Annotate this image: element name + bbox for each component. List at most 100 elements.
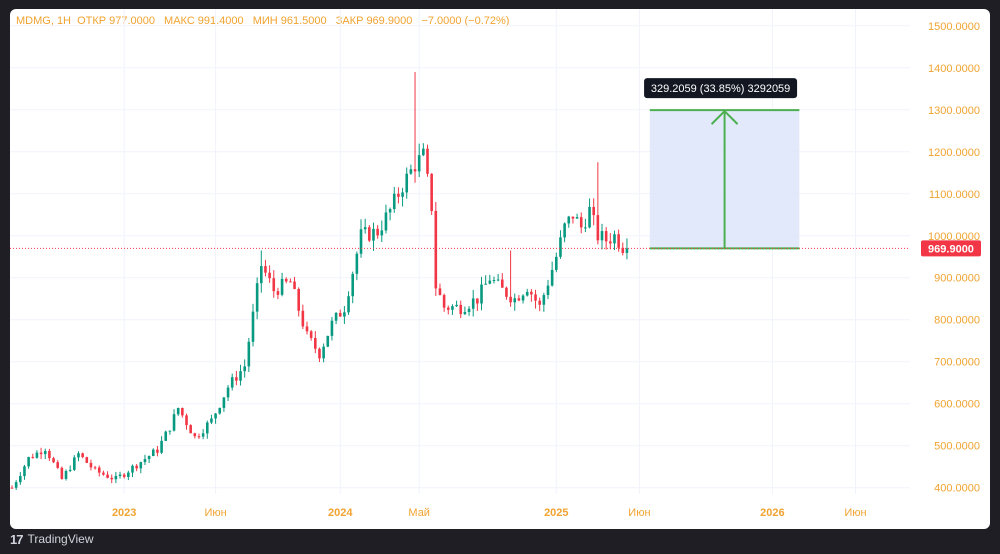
candle <box>417 155 421 172</box>
candle <box>334 312 338 321</box>
candle <box>517 298 521 301</box>
candle <box>392 193 396 210</box>
legend-change: −7.0000 (−0.72%) <box>421 15 510 27</box>
candle <box>471 298 475 309</box>
candle <box>214 413 217 419</box>
candle <box>338 312 342 317</box>
chart-frame: MDMG, 1Н ОТКР 977.0000 МАКС 991.4000 МИН 96… <box>10 9 990 529</box>
candle <box>351 273 355 297</box>
y-tick-label: 1200.0000 <box>928 147 980 159</box>
candle <box>401 192 404 197</box>
candle <box>355 253 359 274</box>
candle <box>73 457 76 470</box>
candle <box>563 223 566 238</box>
candle <box>226 387 230 398</box>
candle <box>205 422 209 434</box>
candle <box>48 450 51 459</box>
candle <box>251 311 255 342</box>
candle <box>139 462 143 469</box>
candle <box>106 474 109 478</box>
candle <box>488 280 492 284</box>
candle <box>243 366 246 372</box>
candle <box>484 283 487 285</box>
candle <box>322 346 325 359</box>
x-tick-label: 2024 <box>328 507 353 519</box>
candle <box>496 279 500 281</box>
candle <box>617 234 620 248</box>
candle <box>160 440 163 453</box>
candle <box>384 212 388 231</box>
candle <box>97 467 101 473</box>
candle <box>613 234 616 244</box>
candle <box>376 228 379 236</box>
x-tick-label: Май <box>408 507 430 519</box>
candle <box>559 237 562 257</box>
price-chart[interactable]: 329.2059 (33.85%) 3292059 1500.0000 1400.0… <box>10 9 990 529</box>
candle <box>10 487 14 489</box>
legend-high-value: 991.4000 <box>197 15 244 27</box>
candle <box>318 348 321 359</box>
candle <box>272 278 276 292</box>
candle <box>621 247 625 253</box>
candle <box>114 475 118 480</box>
candle <box>459 304 463 315</box>
candle <box>422 148 425 156</box>
candle <box>27 457 30 467</box>
y-tick-label: 700.0000 <box>934 357 980 369</box>
tradingview-logo-icon[interactable]: 17 <box>10 531 24 547</box>
legend-close-value: 969.9000 <box>366 15 413 27</box>
candle <box>60 467 64 479</box>
candle <box>592 206 595 216</box>
candle <box>118 474 122 476</box>
candle <box>235 377 238 381</box>
candle <box>293 281 296 289</box>
legend-low: МИН 961.5000 <box>253 15 330 27</box>
candle <box>14 482 18 488</box>
candle <box>480 284 483 304</box>
candle <box>297 288 300 311</box>
candle <box>330 320 334 336</box>
last-price-badge <box>921 240 981 257</box>
candle <box>77 453 80 458</box>
symbol-legend: MDMG, 1Н ОТКР 977.0000 МАКС 991.4000 МИН 96… <box>16 15 512 27</box>
legend-symbol[interactable]: MDMG, 1Н <box>16 15 71 27</box>
legend-high-label: МАКС <box>164 15 195 27</box>
candle <box>156 449 159 453</box>
y-tick-label: 600.0000 <box>934 399 980 411</box>
candle <box>550 269 554 286</box>
candle <box>588 206 591 228</box>
candle <box>467 308 471 312</box>
brand-name[interactable]: TradingView <box>27 532 94 546</box>
candle <box>397 193 400 197</box>
y-tick-label: 1300.0000 <box>928 105 980 117</box>
candle <box>538 300 541 305</box>
measure-label: 329.2059 (33.85%) 3292059 <box>651 83 790 95</box>
candle <box>122 474 126 477</box>
candle <box>463 311 467 315</box>
candle <box>426 148 429 174</box>
candle <box>31 457 35 459</box>
candle <box>35 452 39 458</box>
candle <box>268 272 271 279</box>
footer: 17 TradingView <box>10 530 94 548</box>
y-tick-label: 900.0000 <box>934 273 980 285</box>
candle <box>314 337 317 349</box>
candle <box>301 310 305 327</box>
candle <box>168 430 172 432</box>
candle <box>413 169 417 172</box>
measure-arrow-head-icon <box>710 109 739 125</box>
candle <box>230 377 234 388</box>
candle <box>359 229 363 254</box>
y-tick-label: 800.0000 <box>934 315 980 327</box>
candle <box>247 341 251 367</box>
candle <box>571 216 575 219</box>
candle <box>604 231 608 242</box>
candle <box>442 294 446 308</box>
candle <box>189 425 192 434</box>
x-tick-label: Июн <box>204 507 226 519</box>
candle <box>409 169 413 174</box>
candle <box>127 472 130 477</box>
y-tick-label: 500.0000 <box>934 441 980 453</box>
candle <box>85 457 89 463</box>
candle <box>93 467 97 469</box>
